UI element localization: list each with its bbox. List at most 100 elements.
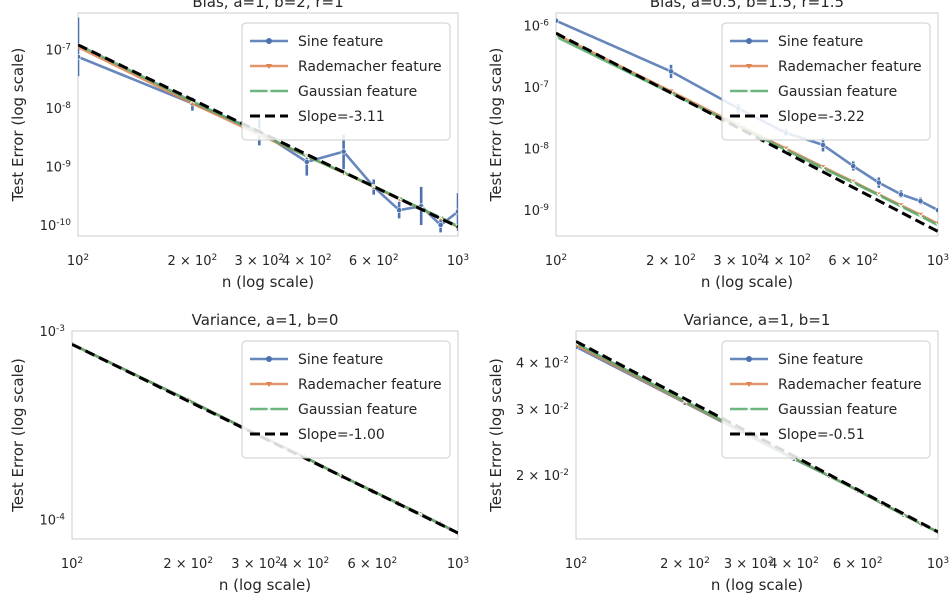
y-tick-label: 3 × 10-2 xyxy=(516,402,569,418)
y-tick-label: 10-4 xyxy=(39,513,65,529)
series-line xyxy=(556,19,938,212)
legend-label: Slope=-3.22 xyxy=(778,109,865,125)
x-tick-label: 102 xyxy=(545,253,567,269)
data-point xyxy=(898,191,904,198)
legend-entry: Sine feature xyxy=(730,34,863,50)
legend-label: Slope=-1.00 xyxy=(298,427,385,443)
x-axis-label: n (log scale) xyxy=(711,576,803,594)
x-tick-label: 103 xyxy=(927,556,949,572)
legend-marker xyxy=(746,406,752,412)
x-axis-label: n (log scale) xyxy=(222,273,314,291)
legend-label: Sine feature xyxy=(298,352,383,368)
legend-label: Gaussian feature xyxy=(298,84,417,100)
x-tick-label: 103 xyxy=(447,556,469,572)
series-0 xyxy=(556,17,938,214)
legend-entry: Slope=-1.00 xyxy=(250,427,385,443)
legend-entry: Sine feature xyxy=(250,34,383,50)
legend-entry: Gaussian feature xyxy=(730,402,897,418)
legend-entry: Slope=-3.22 xyxy=(730,109,865,125)
x-tick-label: 2 × 102 xyxy=(646,253,696,269)
y-tick-label: 10-7 xyxy=(45,42,71,58)
panel-2: Bias, a=0.5, b=1.5, r=1.5 102 2 × 102 3 × 1… xyxy=(487,0,949,291)
x-tick-label: 4 × 102 xyxy=(769,556,819,572)
data-point xyxy=(340,148,347,155)
legend-marker xyxy=(746,88,752,94)
legend-entry: Gaussian feature xyxy=(250,84,417,100)
legend-box xyxy=(241,340,451,459)
y-axis-label: Test Error (log scale) xyxy=(487,48,505,203)
legend-box xyxy=(721,22,931,141)
y-tick-label: 10-3 xyxy=(39,324,65,340)
data-point xyxy=(556,17,559,24)
legend-entry: Slope=-0.51 xyxy=(730,427,865,443)
x-tick-label: 102 xyxy=(67,253,89,269)
legend-marker xyxy=(746,64,752,69)
y-tick-label: 2 × 10-2 xyxy=(516,468,569,484)
legend-label: Rademacher feature xyxy=(298,377,442,393)
data-point xyxy=(437,222,444,228)
legend-marker xyxy=(266,382,272,387)
legend-entry: Rademacher feature xyxy=(730,377,922,393)
x-tick-label: 6 × 102 xyxy=(828,253,878,269)
data-point xyxy=(418,511,424,517)
legend-entry: Rademacher feature xyxy=(730,59,922,75)
data-point xyxy=(820,141,826,148)
x-tick-label: 4 × 102 xyxy=(761,253,811,269)
y-tick-label: 10-8 xyxy=(523,142,549,158)
legend: Sine feature Rademacher feature Gaussian f… xyxy=(241,22,451,141)
y-tick-label: 10-6 xyxy=(523,19,549,35)
x-axis-label: n (log scale) xyxy=(219,576,311,594)
legend-entry: Sine feature xyxy=(730,352,863,368)
data-point xyxy=(917,198,924,205)
y-axis-label: Test Error (log scale) xyxy=(9,48,27,203)
x-tick-label: 4 × 102 xyxy=(282,253,332,269)
y-tick-label: 10-7 xyxy=(523,80,549,96)
legend-label: Gaussian feature xyxy=(298,402,417,418)
x-tick-label: 102 xyxy=(565,556,587,572)
legend-label: Sine feature xyxy=(298,34,383,50)
x-tick-label: 102 xyxy=(61,556,83,572)
legend-marker xyxy=(746,38,752,44)
legend-marker xyxy=(266,38,272,44)
legend-entry: Slope=-3.11 xyxy=(250,109,385,125)
legend-marker xyxy=(746,356,752,362)
x-tick-label: 4 × 102 xyxy=(280,556,330,572)
legend-marker xyxy=(266,356,272,362)
legend-entry: Gaussian feature xyxy=(730,84,897,100)
data-point xyxy=(935,222,938,228)
legend-box xyxy=(241,22,451,141)
legend: Sine feature Rademacher feature Gaussian f… xyxy=(241,340,451,459)
legend-marker xyxy=(266,64,272,69)
chart-title: Bias, a=0.5, b=1.5, r=1.5 xyxy=(650,0,844,11)
y-tick-label: 10-9 xyxy=(45,160,71,176)
data-point xyxy=(371,183,377,189)
y-tick-label: 10-8 xyxy=(45,101,71,117)
legend-marker xyxy=(746,382,752,387)
x-tick-label: 2 × 102 xyxy=(660,556,710,572)
y-tick-label: 10-9 xyxy=(523,203,549,219)
y-tick-label: 4 × 10-2 xyxy=(516,355,569,371)
data-point xyxy=(303,158,310,165)
data-point xyxy=(396,207,403,214)
x-tick-label: 3 × 102 xyxy=(231,556,281,572)
x-tick-label: 103 xyxy=(927,253,949,269)
data-point xyxy=(935,221,938,227)
legend: Sine feature Rademacher feature Gaussian f… xyxy=(721,340,931,459)
data-point xyxy=(875,179,882,186)
legend-label: Rademacher feature xyxy=(778,59,922,75)
legend-marker xyxy=(266,406,272,412)
data-point xyxy=(850,163,857,169)
legend-label: Gaussian feature xyxy=(778,402,897,418)
legend-label: Rademacher feature xyxy=(778,377,922,393)
x-tick-label: 3 × 102 xyxy=(713,253,763,269)
data-point xyxy=(850,180,856,186)
data-point xyxy=(668,68,674,75)
x-tick-label: 103 xyxy=(447,253,469,269)
data-point xyxy=(898,203,904,209)
legend-label: Sine feature xyxy=(778,34,863,50)
legend-entry: Rademacher feature xyxy=(250,59,442,75)
